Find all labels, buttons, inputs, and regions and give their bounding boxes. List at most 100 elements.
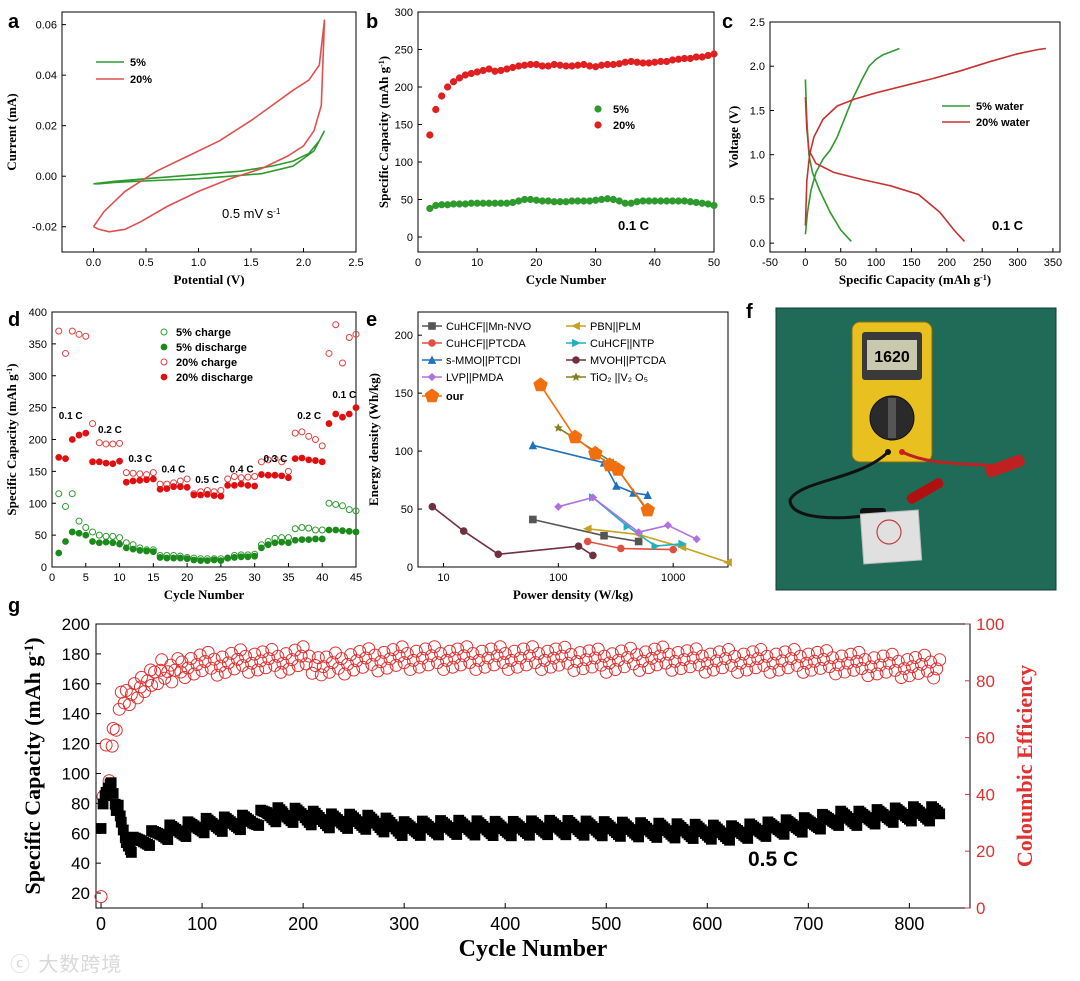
panel-g-ce-point xyxy=(305,666,319,680)
panel-g-ce-point xyxy=(695,649,709,663)
panel-e-legend-swatch-7 xyxy=(571,372,581,381)
panel-d-point-1 xyxy=(176,554,184,562)
panel-b-point-1 xyxy=(674,55,683,63)
panel-g-ce-point xyxy=(454,658,468,672)
panel-d-point-1 xyxy=(210,556,218,564)
panel-d-point-3 xyxy=(345,410,353,418)
panel-b-point-1 xyxy=(562,62,570,70)
panel-d-point-3 xyxy=(217,492,225,500)
panel-f: 1620 xyxy=(775,307,1057,591)
multimeter-reading: 1620 xyxy=(874,349,910,366)
panel-d-point-0 xyxy=(116,534,124,542)
panel-e-legend-swatch-0 xyxy=(428,322,436,330)
panel-d-point-2 xyxy=(149,469,157,477)
panel-c-series-2 xyxy=(804,47,1047,226)
panel-e-point-5 xyxy=(589,551,597,560)
panel-d-point-1 xyxy=(116,540,123,548)
panel-c-annotation: 0.1 C xyxy=(992,218,1024,233)
panel-d-point-3 xyxy=(203,490,211,498)
panel-g-ce-point xyxy=(902,669,916,683)
panel-b-point-0 xyxy=(443,201,452,209)
panel-d-point-3 xyxy=(163,485,171,492)
panel-g-ce-point xyxy=(437,662,451,676)
panel-b-point-0 xyxy=(455,200,464,208)
panel-d-point-1 xyxy=(197,557,205,565)
panel-b-point-0 xyxy=(544,197,552,205)
panel-g-ytick-label: 40 xyxy=(71,854,90,873)
panel-d-point-3 xyxy=(230,481,238,489)
panel-g-ce-point xyxy=(380,661,394,675)
panel-d-point-3 xyxy=(75,431,83,439)
panel-g-ce-point xyxy=(870,667,884,681)
panel-g-ce-point xyxy=(256,645,270,659)
panel-d-point-2 xyxy=(325,349,333,357)
panel-d-point-3 xyxy=(197,491,205,499)
panel-b-ytick-label: 250 xyxy=(395,45,413,57)
panel-g-ce-point xyxy=(478,660,492,674)
panel-g-capacity-point xyxy=(180,831,192,842)
panel-e-legend-label-0: CuHCF||Mn-NVO xyxy=(446,321,532,333)
panel-c-series-3 xyxy=(804,97,966,242)
panel-e-point-2 xyxy=(583,537,592,546)
panel-a-xtick-label: 2.5 xyxy=(348,257,363,269)
panel-g-capacity-point xyxy=(615,830,626,842)
panel-g-capacity-point xyxy=(833,820,845,831)
panel-d-legend-label-3: 20% discharge xyxy=(176,372,253,384)
panel-d-point-2 xyxy=(109,440,117,448)
panel-g-ce-point xyxy=(796,665,810,679)
panel-d-point-1 xyxy=(156,554,164,561)
panel-b-ytick-label: 0 xyxy=(407,232,413,244)
panel-a-xtick-label: 1.0 xyxy=(191,257,206,269)
panel-b-point-1 xyxy=(461,71,469,79)
panel-d-xtick-label: 5 xyxy=(83,572,89,584)
panel-g-xtick-label: 0 xyxy=(96,914,106,934)
panel-d-xtick-label: 30 xyxy=(249,572,261,584)
panel-e-legend-swatch-6 xyxy=(427,372,437,382)
panel-d-point-3 xyxy=(129,477,137,485)
panel-d-point-0 xyxy=(62,502,70,510)
panel-d-point-3 xyxy=(176,483,184,491)
panel-g-ce-point xyxy=(847,663,861,677)
panel-d-point-2 xyxy=(271,455,279,463)
panel-b-point-1 xyxy=(645,59,653,67)
panel-b-point-0 xyxy=(651,197,659,205)
panel-g-ce-point xyxy=(443,644,457,658)
panel-g-ce-point xyxy=(165,675,179,689)
panel-d-point-1 xyxy=(278,538,286,546)
panel-b-point-1 xyxy=(692,53,700,61)
panel-e-legend-swatch-2 xyxy=(428,339,436,347)
panel-e-point-3 xyxy=(651,541,660,551)
panel-g-capacity-point xyxy=(651,832,663,843)
panel-b-point-0 xyxy=(627,199,635,207)
panel-b-point-0 xyxy=(568,197,576,205)
panel-d-xtick-label: 25 xyxy=(215,572,227,584)
panel-b-point-1 xyxy=(479,66,487,75)
panel-c-xlabel-close: ) xyxy=(987,272,991,287)
panel-d-point-2 xyxy=(352,330,360,338)
panel-g-ce-point xyxy=(781,661,795,675)
panel-b-xtick-label: 50 xyxy=(708,257,720,269)
panel-d-point-3 xyxy=(237,480,245,488)
panel-d-legend-swatch-0 xyxy=(160,328,168,336)
panel-d-ytick-label: 150 xyxy=(29,466,47,478)
panel-b-point-1 xyxy=(544,62,552,70)
panel-g-ce-point xyxy=(829,667,843,681)
panel-d-point-3 xyxy=(109,460,117,468)
panel-b-point-1 xyxy=(698,53,706,61)
panel-g-ce-point xyxy=(911,666,925,680)
panel-d-point-0 xyxy=(68,490,76,498)
panel-g-ce-point xyxy=(879,665,893,679)
panel-d-point-3 xyxy=(285,474,292,482)
panel-g-ce-point xyxy=(356,660,370,674)
panel-g-ce-point xyxy=(134,670,148,684)
panel-g-capacity-point xyxy=(505,830,517,842)
panel-g-ce-point xyxy=(412,660,426,674)
panel-d-point-1 xyxy=(163,554,171,562)
panel-b-point-0 xyxy=(438,201,446,209)
panel-b-point-0 xyxy=(603,195,612,203)
panel-e-point-2 xyxy=(669,545,677,554)
panel-b-ytick-label: 50 xyxy=(401,195,413,207)
panel-b-xtick-label: 20 xyxy=(530,257,542,269)
panel-d-xlabel: Cycle Number xyxy=(164,587,245,602)
panel-e-legend-label-1: PBN||PLM xyxy=(590,321,641,333)
